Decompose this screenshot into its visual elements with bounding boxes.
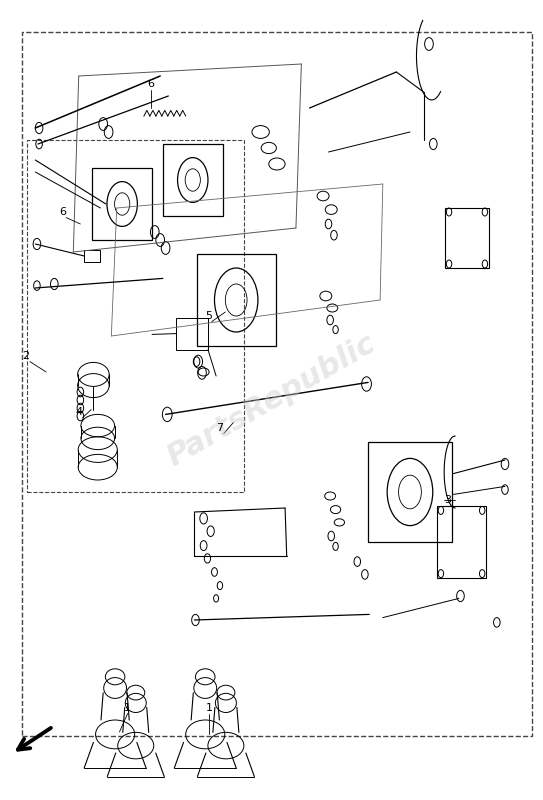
Text: 5: 5 — [206, 311, 212, 321]
Text: 2: 2 — [22, 351, 30, 361]
Bar — [368, 442, 452, 542]
Bar — [84, 250, 100, 262]
Text: PartsRepublic: PartsRepublic — [162, 329, 381, 471]
Bar — [22, 32, 532, 736]
Text: 6: 6 — [59, 207, 66, 217]
Text: 3: 3 — [445, 495, 451, 505]
Bar — [27, 140, 244, 492]
Text: 7: 7 — [216, 423, 224, 433]
Text: 1: 1 — [124, 703, 131, 713]
Bar — [197, 254, 275, 346]
Text: 4: 4 — [75, 407, 83, 417]
Bar — [92, 168, 152, 240]
Bar — [163, 144, 223, 216]
Text: 6: 6 — [148, 79, 154, 89]
Bar — [445, 208, 489, 268]
Bar — [176, 318, 208, 350]
Text: 1: 1 — [206, 703, 212, 713]
Bar — [437, 506, 486, 578]
